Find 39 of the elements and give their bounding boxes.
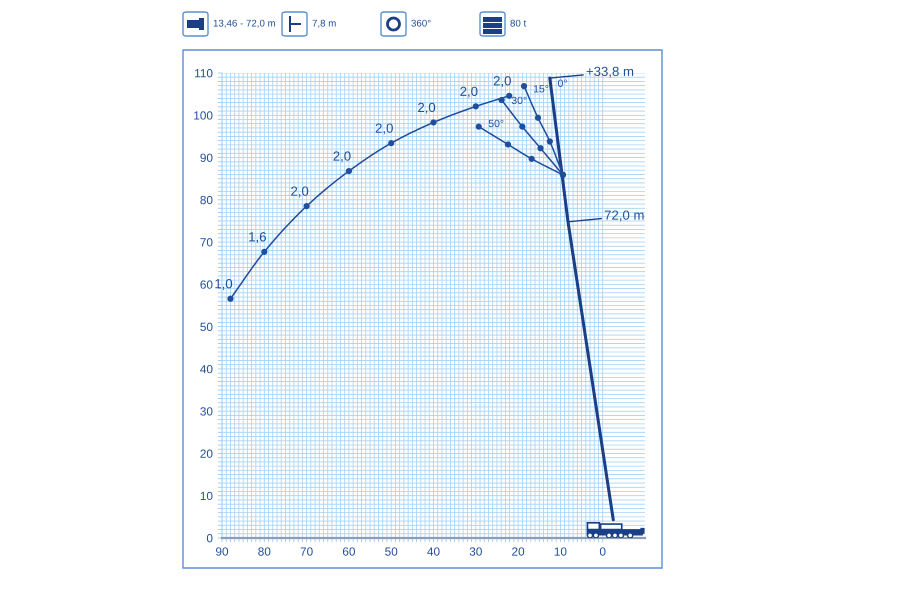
- annotation: 72,0 m: [604, 210, 644, 222]
- x-tick-label: 80: [258, 547, 270, 556]
- y-tick-label: 50: [200, 322, 213, 332]
- y-tick-label: 0: [206, 534, 213, 542]
- y-tick-label: 100: [194, 111, 213, 120]
- y-tick-label: 30: [200, 407, 213, 416]
- annotation: 1,6: [249, 232, 266, 244]
- x-tick-label: 10: [554, 547, 567, 556]
- x-tick-label: 60: [342, 547, 356, 556]
- x-tick-label: 90: [216, 547, 228, 556]
- series-label: 30°: [512, 96, 526, 104]
- x-tick-label: 0: [600, 547, 606, 556]
- annotation: 2,0: [418, 102, 436, 114]
- annotation: 2,0: [494, 76, 511, 88]
- text: 13,46 - 72,0 m: [214, 20, 276, 28]
- series-label: 50°: [488, 120, 504, 128]
- y-tick-label: 110: [195, 69, 213, 78]
- x-tick-label: 40: [427, 547, 440, 556]
- y-tick-label: 10: [200, 492, 213, 500]
- annotation: 2,0: [291, 186, 308, 198]
- x-tick-label: 20: [512, 547, 524, 556]
- y-tick-label: 90: [200, 154, 213, 162]
- annotation: 2,0: [460, 86, 478, 98]
- y-tick-label: 60: [200, 280, 213, 289]
- series-label: 15°: [534, 85, 548, 92]
- text: 80 t: [510, 20, 526, 27]
- annotation: 2,0: [333, 151, 351, 162]
- x-tick-label: 30: [470, 547, 482, 556]
- y-tick-label: 20: [200, 449, 213, 458]
- y-tick-label: 70: [200, 238, 213, 246]
- y-tick-label: 80: [200, 196, 213, 204]
- annotation: 2,0: [376, 123, 393, 134]
- annotation: +33,8 m: [586, 66, 634, 78]
- text: 360°: [411, 20, 431, 27]
- annotation: 1,0: [215, 279, 232, 290]
- text: 7,8 m: [312, 20, 336, 28]
- x-tick-label: 50: [385, 547, 398, 556]
- x-tick-label: 70: [300, 547, 313, 556]
- y-tick-label: 40: [200, 364, 213, 374]
